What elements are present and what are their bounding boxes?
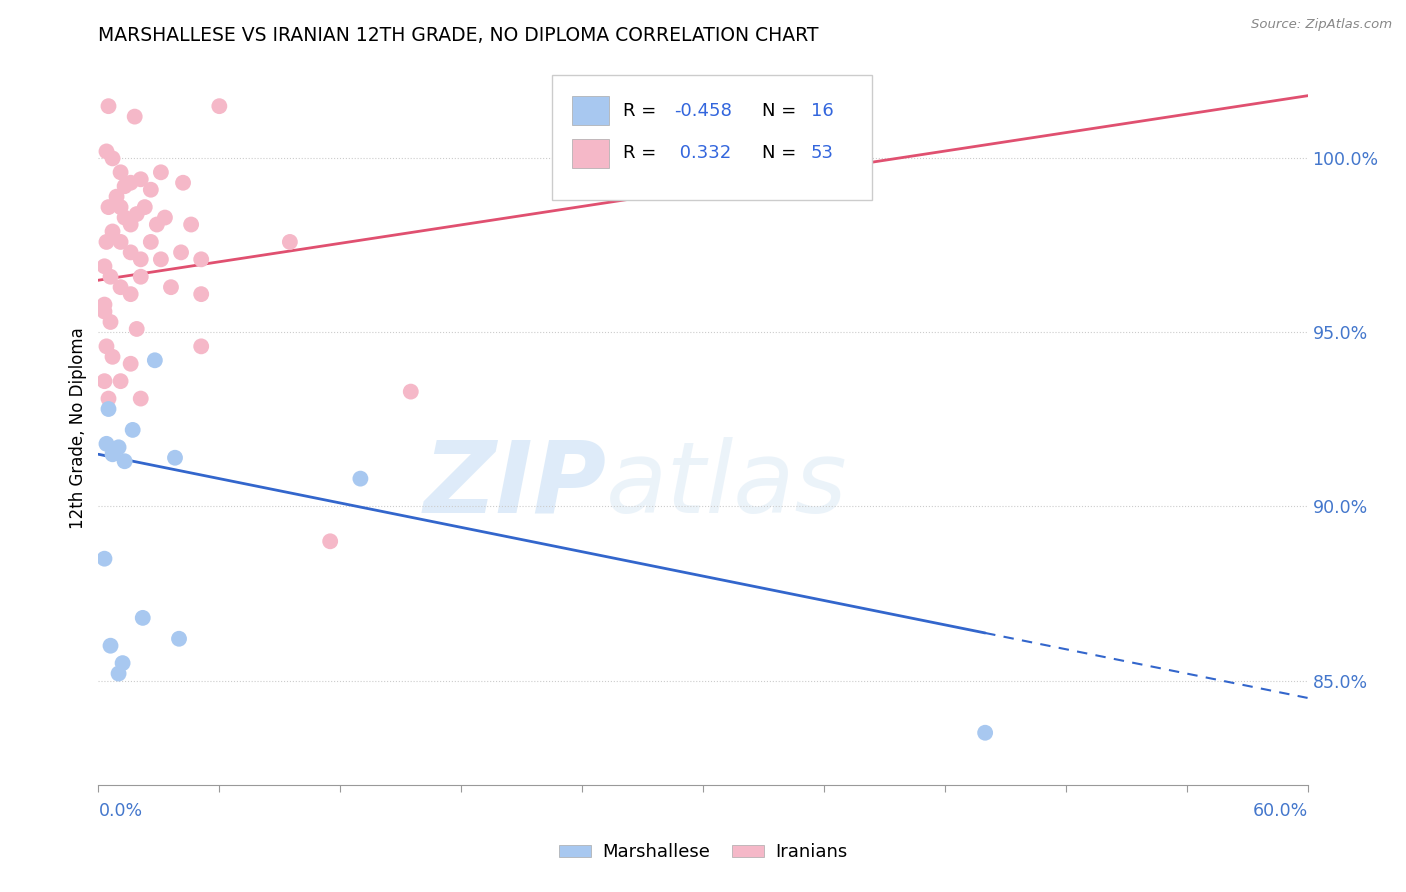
Text: R =: R = <box>623 102 662 120</box>
Point <box>160 280 183 294</box>
FancyBboxPatch shape <box>572 96 609 125</box>
Point <box>110 280 132 294</box>
Text: 0.0%: 0.0% <box>98 803 142 821</box>
Point <box>93 551 115 566</box>
Y-axis label: 12th Grade, No Diploma: 12th Grade, No Diploma <box>69 327 87 529</box>
Point <box>121 423 143 437</box>
Point <box>114 179 136 194</box>
Point <box>93 304 115 318</box>
Point <box>100 639 122 653</box>
Text: N =: N = <box>762 102 803 120</box>
Point <box>163 450 186 465</box>
Text: ZIP: ZIP <box>423 437 606 533</box>
Point <box>190 287 212 301</box>
Point <box>97 99 120 113</box>
Point <box>132 611 155 625</box>
Point <box>149 252 172 267</box>
Point <box>101 350 124 364</box>
Point <box>93 297 115 311</box>
Point <box>190 339 212 353</box>
Text: 60.0%: 60.0% <box>1253 803 1308 821</box>
Point <box>167 632 190 646</box>
Point <box>114 454 136 468</box>
Point <box>129 252 152 267</box>
Point <box>172 176 194 190</box>
Point <box>97 402 120 417</box>
Point <box>124 110 146 124</box>
Point <box>139 235 162 249</box>
Text: 0.332: 0.332 <box>673 145 731 162</box>
Point <box>170 245 193 260</box>
Point <box>399 384 422 399</box>
Point <box>349 472 371 486</box>
Point <box>107 440 129 454</box>
Point <box>96 339 118 353</box>
Point <box>110 235 132 249</box>
Point <box>96 437 118 451</box>
Point <box>208 99 231 113</box>
Point <box>120 218 142 232</box>
Point <box>105 189 128 203</box>
Point <box>93 374 115 388</box>
Point <box>100 269 122 284</box>
Text: N =: N = <box>762 145 803 162</box>
Text: MARSHALLESE VS IRANIAN 12TH GRADE, NO DIPLOMA CORRELATION CHART: MARSHALLESE VS IRANIAN 12TH GRADE, NO DI… <box>98 26 818 45</box>
Point <box>125 207 148 221</box>
Point <box>120 245 142 260</box>
Point <box>110 374 132 388</box>
Point <box>190 252 212 267</box>
Text: R =: R = <box>623 145 662 162</box>
Text: Source: ZipAtlas.com: Source: ZipAtlas.com <box>1251 18 1392 31</box>
Point <box>143 353 166 368</box>
Point <box>100 315 122 329</box>
Point <box>110 200 132 214</box>
Point <box>278 235 301 249</box>
Point <box>96 235 118 249</box>
Point <box>101 447 124 461</box>
Text: 16: 16 <box>811 102 834 120</box>
Point <box>120 176 142 190</box>
Point <box>139 183 162 197</box>
Point <box>129 172 152 186</box>
Point <box>96 145 118 159</box>
Point <box>111 656 134 670</box>
Legend: Marshallese, Iranians: Marshallese, Iranians <box>551 837 855 869</box>
Point <box>101 225 124 239</box>
Point <box>129 269 152 284</box>
Point <box>180 218 202 232</box>
Point <box>146 218 169 232</box>
Point <box>319 534 342 549</box>
FancyBboxPatch shape <box>572 139 609 168</box>
Point <box>120 357 142 371</box>
Point <box>97 200 120 214</box>
Point <box>125 322 148 336</box>
Point <box>153 211 176 225</box>
Point <box>101 152 124 166</box>
Point <box>120 287 142 301</box>
Point <box>974 725 997 739</box>
Point <box>149 165 172 179</box>
Text: -0.458: -0.458 <box>673 102 733 120</box>
Point <box>114 211 136 225</box>
Point <box>110 165 132 179</box>
Point <box>97 392 120 406</box>
Point <box>93 260 115 274</box>
Point <box>134 200 156 214</box>
Point <box>129 392 152 406</box>
Text: atlas: atlas <box>606 437 848 533</box>
Text: 53: 53 <box>811 145 834 162</box>
Point <box>107 666 129 681</box>
FancyBboxPatch shape <box>551 75 872 200</box>
